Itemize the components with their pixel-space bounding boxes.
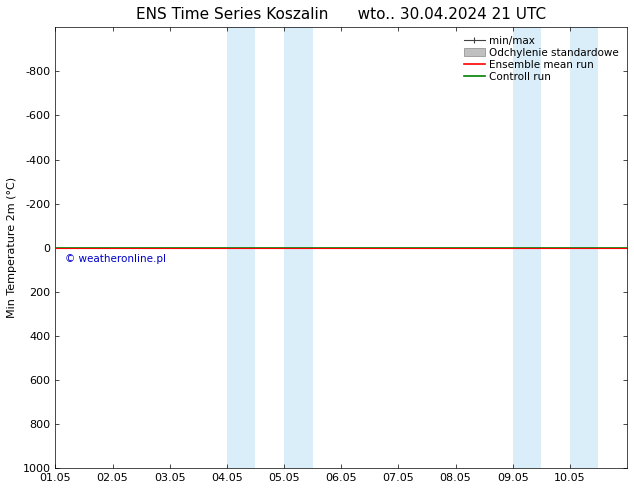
Bar (227, 27, 256, 468)
Text: © weatheronline.pl: © weatheronline.pl (65, 254, 166, 264)
Bar (284, 27, 313, 468)
Legend: min/max, Odchylenie standardowe, Ensemble mean run, Controll run: min/max, Odchylenie standardowe, Ensembl… (461, 32, 622, 85)
Bar (513, 27, 541, 468)
Title: ENS Time Series Koszalin      wto.. 30.04.2024 21 UTC: ENS Time Series Koszalin wto.. 30.04.202… (136, 7, 547, 22)
Bar (570, 27, 598, 468)
Y-axis label: Min Temperature 2m (°C): Min Temperature 2m (°C) (7, 177, 17, 318)
